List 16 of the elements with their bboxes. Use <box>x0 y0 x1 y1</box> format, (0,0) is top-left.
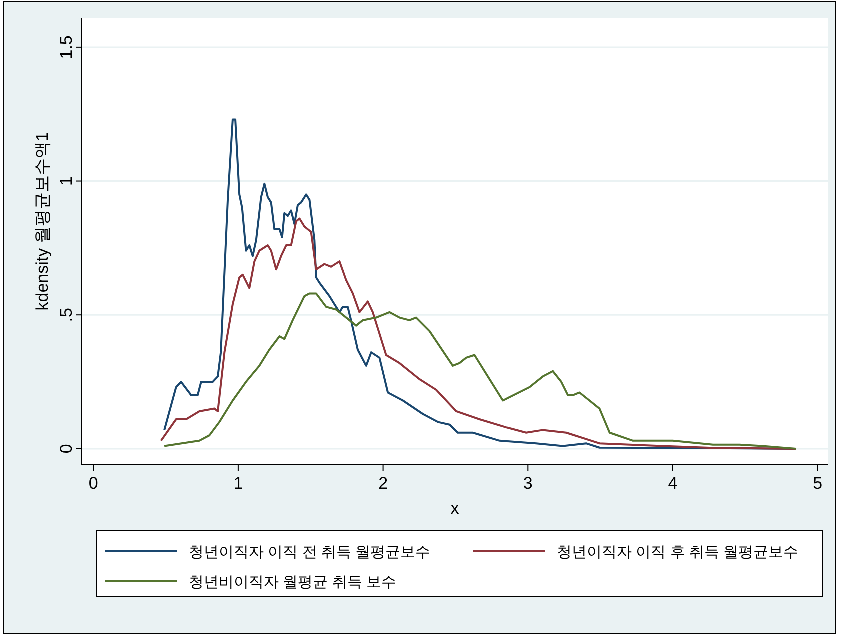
x-axis-title: x <box>450 499 460 518</box>
y-tick-label: 0 <box>57 444 76 454</box>
x-tick-label: 2 <box>378 474 388 493</box>
x-tick-label: 5 <box>813 474 823 493</box>
y-axis-title: kdensity 월평균보수액1 <box>33 132 52 311</box>
x-tick-label: 3 <box>523 474 533 493</box>
x-tick-label: 0 <box>88 474 98 493</box>
legend-label: 청년이직자 이직 후 취득 월평균보수 <box>557 544 799 561</box>
y-tick-label: 1 <box>57 176 76 186</box>
x-tick-label: 4 <box>668 474 678 493</box>
y-tick-label: .5 <box>57 308 76 322</box>
legend-label: 청년비이직자 월평균 취득 보수 <box>189 574 397 591</box>
legend-label: 청년이직자 이직 전 취득 월평균보수 <box>189 544 431 561</box>
x-tick-label: 1 <box>234 474 244 493</box>
line-series <box>164 292 798 450</box>
y-tick-label: 1.5 <box>57 36 76 60</box>
